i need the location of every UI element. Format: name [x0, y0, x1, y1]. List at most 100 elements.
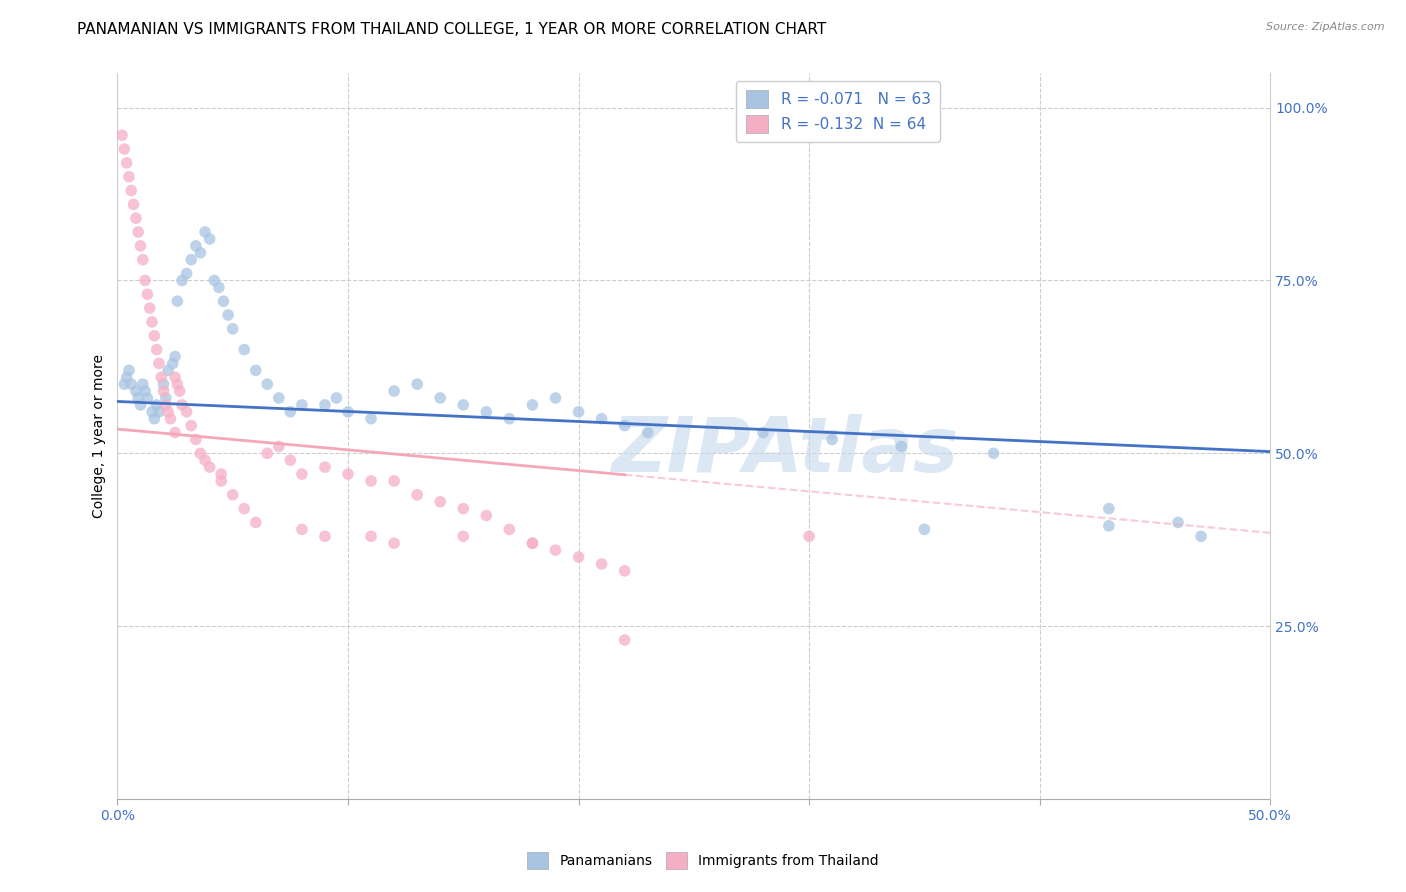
Point [291, 522, 314, 536]
Point [453, 398, 475, 412]
Point [382, 474, 405, 488]
Point [360, 529, 382, 543]
Point [797, 529, 820, 543]
Point [1167, 516, 1189, 530]
Point [111, 128, 134, 143]
Point [194, 453, 217, 467]
Point [125, 384, 148, 398]
Point [202, 273, 225, 287]
Point [162, 356, 184, 370]
Point [190, 245, 212, 260]
Point [267, 391, 290, 405]
Point [209, 467, 232, 481]
Point [115, 156, 138, 170]
Point [360, 474, 382, 488]
Point [165, 350, 187, 364]
Point [591, 557, 613, 571]
Point [143, 328, 166, 343]
Point [291, 467, 314, 481]
Point [752, 425, 775, 440]
Point [112, 377, 135, 392]
Point [141, 315, 163, 329]
Point [198, 232, 221, 246]
Point [125, 211, 148, 226]
Point [222, 488, 245, 502]
Point [155, 398, 177, 412]
Point [1098, 519, 1121, 533]
Point [256, 446, 278, 460]
Point [143, 411, 166, 425]
Point [120, 184, 142, 198]
Point [821, 433, 844, 447]
Point [233, 343, 256, 357]
Legend: Panamanians, Immigrants from Thailand: Panamanians, Immigrants from Thailand [522, 847, 884, 874]
Point [406, 377, 429, 392]
Point [890, 439, 912, 453]
Point [314, 529, 336, 543]
Point [522, 536, 544, 550]
Point [245, 516, 267, 530]
Point [159, 411, 181, 425]
Text: ZIPAtlas: ZIPAtlas [613, 414, 960, 488]
Point [136, 287, 159, 301]
Point [637, 425, 659, 440]
Point [165, 370, 187, 384]
Point [169, 384, 191, 398]
Point [212, 294, 235, 309]
Point [152, 377, 174, 392]
Point [429, 391, 451, 405]
Point [314, 460, 336, 475]
Point [148, 405, 170, 419]
Point [136, 391, 159, 405]
Point [613, 418, 636, 433]
Point [145, 343, 167, 357]
Point [166, 294, 188, 309]
Point [245, 363, 267, 377]
Point [129, 239, 152, 253]
Point [522, 536, 544, 550]
Point [217, 308, 239, 322]
Y-axis label: College, 1 year or more: College, 1 year or more [93, 354, 107, 518]
Point [194, 225, 217, 239]
Point [132, 252, 155, 267]
Point [208, 280, 231, 294]
Point [150, 370, 173, 384]
Point [166, 377, 188, 392]
Legend: R = -0.071   N = 63, R = -0.132  N = 64: R = -0.071 N = 63, R = -0.132 N = 64 [737, 80, 939, 143]
Point [522, 398, 544, 412]
Point [429, 494, 451, 508]
Point [475, 508, 498, 523]
Point [983, 446, 1005, 460]
Point [453, 529, 475, 543]
Point [127, 391, 149, 405]
Point [170, 398, 193, 412]
Point [148, 356, 170, 370]
Point [498, 522, 520, 536]
Point [337, 405, 360, 419]
Point [176, 267, 198, 281]
Point [138, 301, 160, 315]
Point [613, 633, 636, 648]
Point [134, 273, 156, 287]
Point [209, 474, 232, 488]
Point [184, 433, 207, 447]
Point [180, 418, 202, 433]
Point [157, 363, 180, 377]
Point [157, 405, 180, 419]
Point [180, 252, 202, 267]
Point [198, 460, 221, 475]
Point [475, 405, 498, 419]
Point [184, 239, 207, 253]
Point [337, 467, 360, 481]
Text: PANAMANIAN VS IMMIGRANTS FROM THAILAND COLLEGE, 1 YEAR OR MORE CORRELATION CHART: PANAMANIAN VS IMMIGRANTS FROM THAILAND C… [77, 22, 827, 37]
Point [120, 377, 142, 392]
Point [613, 564, 636, 578]
Point [176, 405, 198, 419]
Point [152, 384, 174, 398]
Point [591, 411, 613, 425]
Point [912, 522, 935, 536]
Point [567, 405, 589, 419]
Point [132, 377, 155, 392]
Point [360, 411, 382, 425]
Point [406, 488, 429, 502]
